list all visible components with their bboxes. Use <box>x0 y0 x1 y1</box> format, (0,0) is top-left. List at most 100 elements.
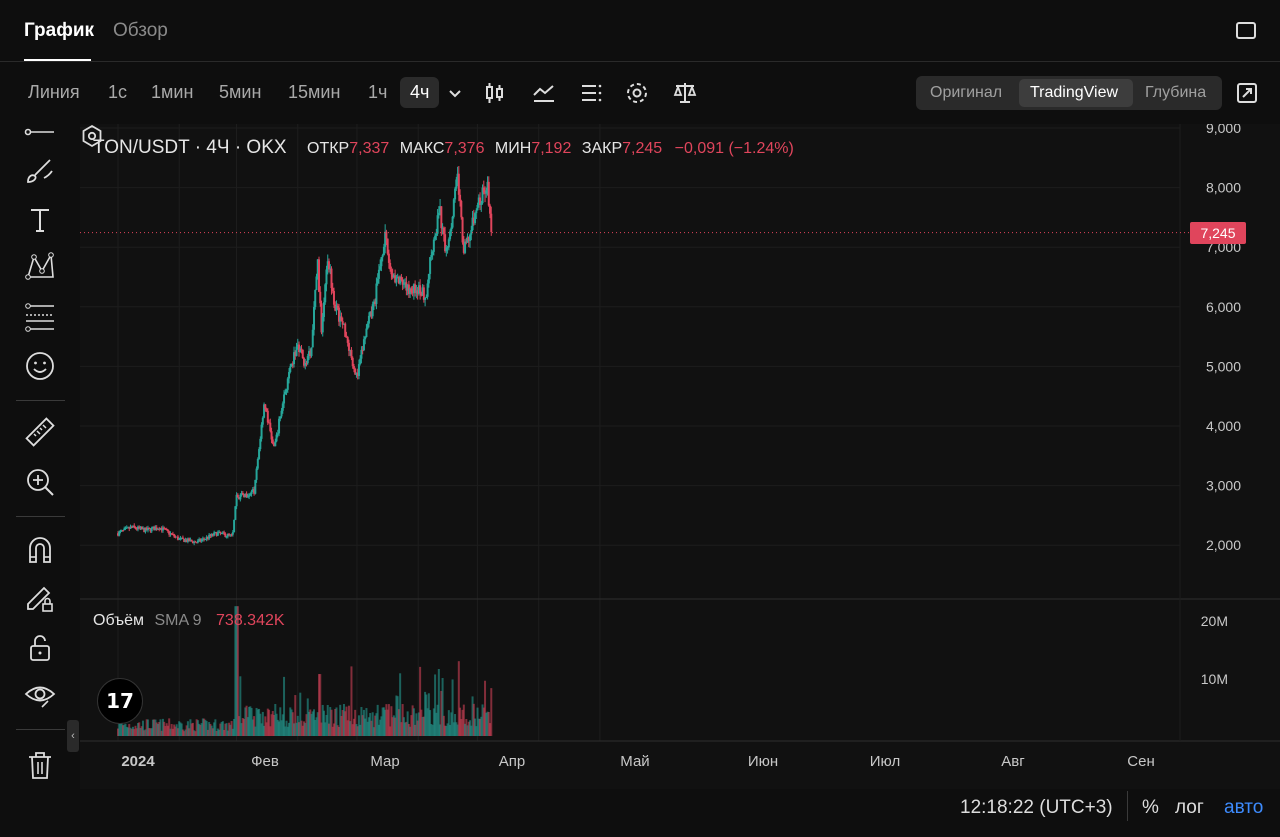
candle-body <box>136 526 139 530</box>
volume-bar <box>229 724 232 736</box>
candle-body <box>347 342 350 351</box>
candle-body <box>344 323 347 337</box>
candle-body <box>351 357 354 367</box>
tradingview-logo[interactable]: 17 <box>97 678 143 724</box>
pattern-tool-icon[interactable] <box>24 251 56 283</box>
candle-body <box>134 527 137 529</box>
volume-bar <box>314 719 317 736</box>
candlestick-chart[interactable]: 9,0008,0007,0006,0005,0004,0003,0002,000… <box>80 124 1280 789</box>
compare-scale-icon[interactable] <box>672 80 698 106</box>
text-tool-icon[interactable] <box>24 204 56 236</box>
volume-bar <box>194 731 197 736</box>
volume-bar <box>316 712 319 736</box>
volume-bar <box>462 704 465 736</box>
auto-scale-toggle[interactable]: авто <box>1224 797 1264 818</box>
candle-body <box>405 282 408 291</box>
volume-bar <box>379 719 382 736</box>
volume-bar <box>475 726 478 736</box>
candles-type-icon[interactable] <box>482 80 508 106</box>
templates-list-icon[interactable] <box>578 80 604 106</box>
volume-bar <box>145 719 148 736</box>
timeframe-5min[interactable]: 5мин <box>219 82 262 102</box>
view-tradingview[interactable]: TradingView <box>1030 84 1119 101</box>
candle-body <box>462 242 465 253</box>
active-tab-underline <box>24 59 91 61</box>
volume-bar <box>447 710 450 736</box>
candle-body <box>161 527 164 531</box>
volume-bar <box>219 723 222 736</box>
volume-bar <box>445 725 448 736</box>
candle-body <box>397 277 400 284</box>
tab-chart[interactable]: График <box>24 20 95 41</box>
log-scale-toggle[interactable]: лог <box>1175 797 1204 818</box>
candle-body <box>265 408 268 411</box>
candle-body <box>199 539 202 542</box>
time-tick-label: 2024 <box>121 753 155 770</box>
candle-body <box>399 276 402 284</box>
view-depth[interactable]: Глубина <box>1145 84 1207 101</box>
lock-drawing-icon[interactable] <box>24 582 56 614</box>
candle-body <box>322 302 325 317</box>
trash-icon[interactable] <box>24 749 56 781</box>
tab-overview[interactable]: Обзор <box>113 20 168 41</box>
candle-body <box>258 449 261 459</box>
volume-bar <box>484 680 487 736</box>
candle-body <box>325 269 328 285</box>
emoji-smile-icon[interactable] <box>24 350 56 382</box>
candle-body <box>251 489 254 492</box>
candle-body <box>151 526 154 528</box>
indicators-icon[interactable] <box>531 80 557 106</box>
candle-body <box>395 278 398 283</box>
volume-bar <box>440 690 443 736</box>
fib-retracement-icon[interactable] <box>24 301 56 333</box>
candle-body <box>375 283 378 304</box>
volume-bar <box>309 709 312 736</box>
volume-bar <box>426 708 429 736</box>
candle-body <box>223 532 226 534</box>
percent-scale-toggle[interactable]: % <box>1142 797 1159 818</box>
candle-body <box>355 372 358 375</box>
brush-icon[interactable] <box>24 154 56 186</box>
chevron-down-icon[interactable] <box>446 84 464 102</box>
candle-body <box>467 236 470 241</box>
time-tick-label: Июл <box>870 753 900 770</box>
candle-body <box>175 536 178 538</box>
volume-bar <box>245 705 248 736</box>
timeframe-4h[interactable]: 4ч <box>400 77 440 108</box>
fullscreen-window-icon[interactable] <box>1236 22 1256 39</box>
candle-body <box>119 530 122 532</box>
timeframe-1s[interactable]: 1с <box>108 82 128 102</box>
expand-icon[interactable] <box>1236 82 1258 104</box>
zoom-in-icon[interactable] <box>24 466 56 498</box>
candle-body <box>269 422 272 432</box>
eye-visibility-icon[interactable] <box>24 679 56 711</box>
candle-body <box>480 203 483 205</box>
volume-bar <box>487 712 490 736</box>
volume-bar <box>456 724 459 736</box>
timeframe-1min[interactable]: 1мин <box>151 82 194 102</box>
timeframe-15min[interactable]: 15мин <box>288 82 341 102</box>
unlock-icon[interactable] <box>24 632 56 664</box>
volume-bar <box>259 713 262 736</box>
volume-bar <box>390 706 393 736</box>
magnet-icon[interactable] <box>24 534 56 566</box>
candle-body <box>334 304 337 311</box>
view-original[interactable]: Оригинал <box>930 84 1003 101</box>
settings-gear-icon[interactable] <box>624 80 650 106</box>
ruler-icon[interactable] <box>24 416 56 448</box>
collapse-toolbar-button[interactable]: ‹ <box>67 720 79 752</box>
candle-body <box>342 323 345 325</box>
axis-settings-icon[interactable] <box>80 124 104 148</box>
volume-bar <box>244 707 247 736</box>
volume-bar <box>281 714 284 736</box>
candle-body <box>430 254 433 258</box>
timeframe-1h[interactable]: 1ч <box>368 82 388 102</box>
timeframe-line[interactable]: Линия <box>28 82 80 102</box>
volume-bar <box>184 729 187 736</box>
candle-body <box>250 491 253 495</box>
chart-area[interactable]: 9,000 8,000 7,000 6,000 5,000 4,000 3,000 2,000… <box>80 124 1280 789</box>
volume-bar <box>199 724 202 736</box>
clock-time[interactable]: 12:18:22 (UTC+3) <box>960 797 1113 818</box>
trend-line-icon[interactable] <box>24 124 56 140</box>
candle-body <box>225 536 228 538</box>
